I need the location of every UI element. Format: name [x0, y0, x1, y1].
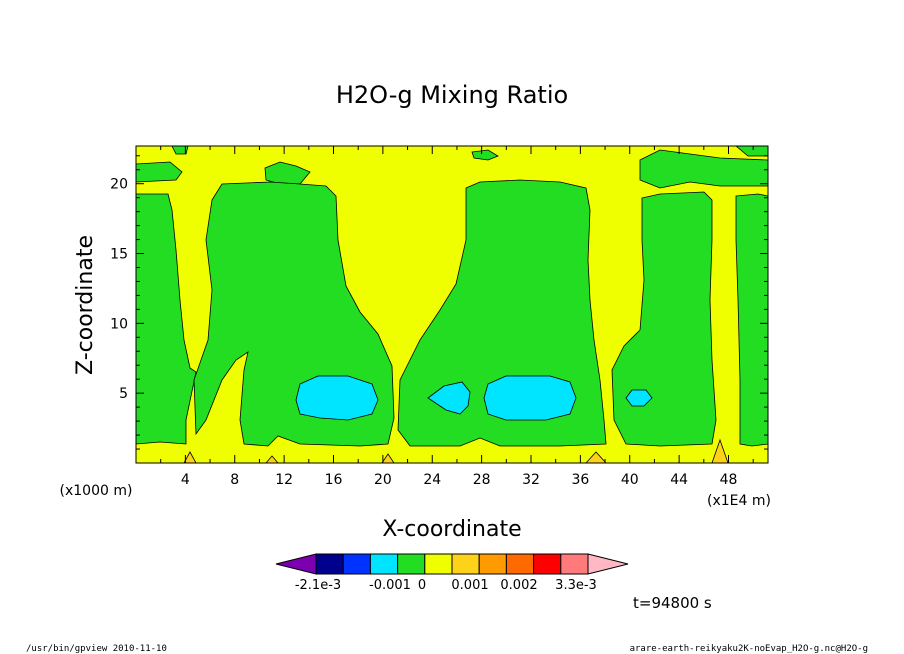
- orange-spot-1: [183, 451, 197, 463]
- x-tick-label: 40: [621, 472, 639, 488]
- colorbar-label: 0.001: [451, 578, 488, 593]
- chart-title: H2O-g Mixing Ratio: [336, 81, 568, 109]
- footer-right: arare-earth-reikyaku2K-noEvap_H2O-g.nc@H…: [630, 644, 868, 654]
- orange-spot-3: [381, 453, 395, 463]
- z-tick-label: 15: [110, 247, 128, 263]
- top-green-patch-mid: [264, 161, 311, 185]
- z-tick-label: 10: [110, 316, 128, 332]
- top-green-patch-28: [471, 149, 499, 161]
- contour-field: [136, 146, 768, 463]
- x-tick-label: 12: [275, 472, 293, 488]
- green-column-d: [611, 191, 717, 447]
- x-tick-label: 24: [423, 472, 441, 488]
- x-tick-label: 48: [720, 472, 738, 488]
- x-tick-label: 36: [571, 472, 589, 488]
- cyan-blob-2: [427, 381, 471, 415]
- colorbar-label: 0.002: [500, 578, 537, 593]
- orange-spot-2: [265, 455, 279, 463]
- colorbar-swatch: [315, 553, 344, 575]
- colorbar-labels: -2.1e-3 -0.001 0 0.001 0.002 3.3e-3: [295, 578, 597, 593]
- x-tick-label: 4: [181, 472, 190, 488]
- time-label: t=94800 s: [633, 594, 712, 612]
- top-green-patch-left: [136, 161, 183, 183]
- top-green-patch-top: [171, 146, 189, 155]
- orange-spot-5: [711, 438, 729, 463]
- footer-left: /usr/bin/gpview 2010-11-10: [26, 644, 167, 654]
- z-ticks: 5 10 15 20: [110, 155, 768, 450]
- colorbar: [275, 553, 629, 575]
- colorbar-swatch: [451, 553, 480, 575]
- z-unit-label: (x1000 m): [60, 483, 133, 499]
- green-column-e: [735, 193, 768, 447]
- x-tick-label: 28: [473, 472, 491, 488]
- x-axis-title: X-coordinate: [382, 517, 521, 542]
- x-tick-label: 32: [522, 472, 540, 488]
- colorbar-label: -2.1e-3: [295, 578, 341, 593]
- z-tick-label: 20: [110, 177, 128, 193]
- colorbar-swatch: [342, 553, 371, 575]
- z-tick-label: 5: [119, 386, 128, 402]
- x-tick-label: 44: [670, 472, 688, 488]
- colorbar-swatch: [505, 553, 535, 575]
- colorbar-swatch: [478, 553, 507, 575]
- colorbar-label: 0: [418, 578, 426, 593]
- colorbar-label: -0.001: [369, 578, 411, 593]
- colorbar-swatch: [424, 553, 453, 575]
- green-column-a: [136, 193, 197, 445]
- x-tick-label: 8: [230, 472, 239, 488]
- plot-frame: [135, 145, 769, 464]
- x-tick-label: 20: [374, 472, 392, 488]
- x-ticks: 4 8 12 16 20 24 28 32 36 40 44 48: [160, 146, 754, 488]
- x-tick-label: 16: [325, 472, 343, 488]
- x-unit-label: (x1E4 m): [707, 493, 771, 509]
- cyan-blob-1: [295, 375, 379, 421]
- colorbar-swatch: [369, 553, 399, 575]
- top-green-patch-right: [639, 149, 768, 189]
- cyan-blob-4: [625, 389, 653, 407]
- cyan-blob-3: [483, 375, 577, 421]
- top-green-patch-corner: [735, 146, 768, 157]
- colorbar-extend-high: [587, 553, 629, 575]
- orange-spot-4: [585, 451, 607, 463]
- colorbar-label: 3.3e-3: [555, 578, 597, 593]
- colorbar-swatch: [397, 553, 426, 575]
- colorbar-extend-low: [275, 553, 317, 575]
- z-axis-title: Z-coordinate: [73, 235, 98, 375]
- colorbar-swatch: [533, 553, 562, 575]
- colorbar-swatch: [560, 553, 589, 575]
